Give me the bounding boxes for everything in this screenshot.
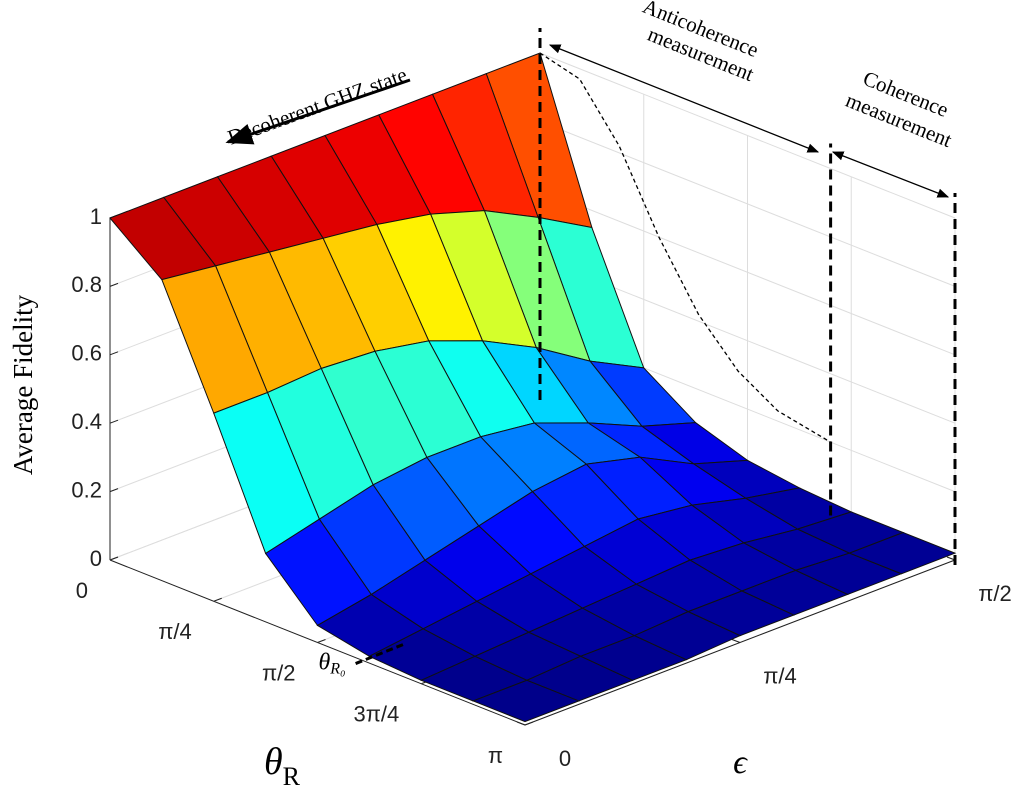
y-tick-label: π/4 xyxy=(763,663,797,688)
overlay: θR₀ xyxy=(318,28,957,677)
x-tick-label: 0 xyxy=(76,578,88,603)
y-tick-label: 0 xyxy=(559,746,571,771)
theta-r0-symbol: θ xyxy=(318,649,330,675)
z-tick xyxy=(109,488,119,493)
x-tick-label: 3π/4 xyxy=(353,702,399,727)
x-tick xyxy=(317,639,326,643)
theta-r0-marker xyxy=(355,642,407,665)
z-tick xyxy=(109,351,119,356)
z-tick-label: 0.8 xyxy=(71,272,102,297)
z-tick-label: 0.4 xyxy=(71,409,102,434)
x-label-subscript: R xyxy=(283,762,301,791)
x-tick-label: π/4 xyxy=(158,619,192,644)
x-label-symbol: θ xyxy=(264,741,283,783)
z-tick xyxy=(109,419,119,424)
theta-r0-subscript: R₀ xyxy=(329,660,345,677)
boundary-curve xyxy=(539,52,831,443)
z-axis-label: Average Fidelity xyxy=(8,294,38,475)
theta-r0-label: θR₀ xyxy=(318,649,345,677)
x-tick-label: π xyxy=(488,743,503,768)
z-tick-label: 0.2 xyxy=(71,477,102,502)
arrow xyxy=(225,78,411,145)
axis-line xyxy=(109,559,526,726)
x-tick xyxy=(213,597,222,602)
z-tick-label: 0.6 xyxy=(71,341,102,366)
y-tick-label: π/2 xyxy=(978,581,1012,606)
z-tick xyxy=(109,282,119,287)
z-tick-label: 1 xyxy=(90,204,102,229)
y-tick xyxy=(731,639,741,643)
arrow xyxy=(548,44,820,153)
axis-line xyxy=(524,559,956,726)
x-tick-label: π/2 xyxy=(262,660,296,685)
surface-patch xyxy=(471,679,581,723)
z-tick-label: 0 xyxy=(90,546,102,571)
surface xyxy=(109,52,957,723)
x-axis-label: θR xyxy=(264,741,301,791)
y-axis-label: ϵ xyxy=(733,744,748,781)
arrow xyxy=(831,151,950,198)
x-tick xyxy=(109,556,119,561)
